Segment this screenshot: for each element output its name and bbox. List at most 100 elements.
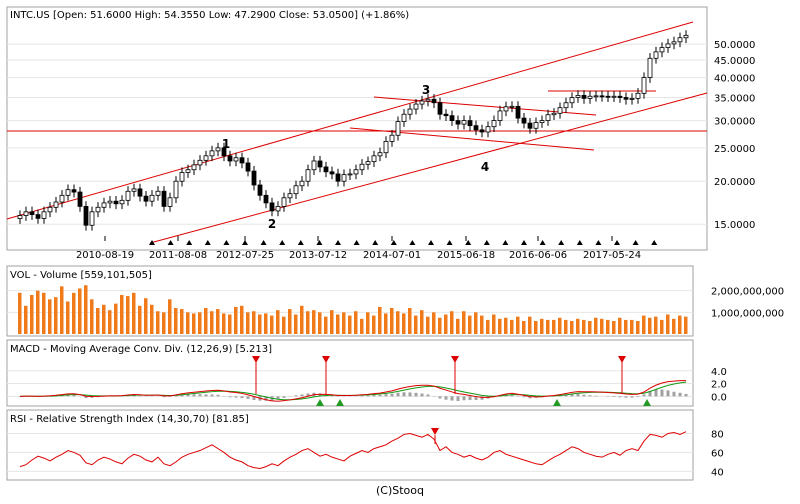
volume-bar <box>336 315 340 335</box>
candle-body <box>300 181 304 186</box>
candle-body <box>144 196 148 201</box>
annotation-label: 1 <box>222 137 230 151</box>
volume-bar <box>294 315 298 335</box>
volume-bar <box>342 312 346 334</box>
macd-histogram-bar <box>205 394 208 396</box>
macd-histogram-bar <box>589 395 592 396</box>
candle-body <box>210 151 214 156</box>
volume-bar <box>270 316 274 334</box>
volume-bar <box>390 308 394 334</box>
volume-bar <box>84 285 88 334</box>
volume-bar <box>300 306 304 334</box>
candle-body <box>426 99 430 101</box>
volume-bar <box>624 320 628 334</box>
candle-body <box>648 58 652 77</box>
candle-body <box>600 96 604 97</box>
candle-body <box>354 170 358 174</box>
volume-bar <box>360 319 364 334</box>
candle-body <box>120 200 124 203</box>
volume-bar <box>120 295 124 334</box>
macd-histogram-bar <box>445 396 448 399</box>
macd-histogram-bar <box>169 396 172 397</box>
candle-body <box>312 161 316 170</box>
macd-title: MACD - Moving Average Conv. Div. (12,26,… <box>10 344 272 355</box>
candle-body <box>276 206 280 210</box>
candle-body <box>234 158 238 161</box>
candle-body <box>54 202 58 207</box>
candle-body <box>360 164 364 169</box>
macd-histogram-bar <box>163 396 166 397</box>
price-tick-label: 45.0000 <box>714 56 755 67</box>
volume-bar <box>432 312 436 334</box>
volume-bar <box>132 293 136 334</box>
volume-bar <box>348 316 352 334</box>
volume-bar <box>192 313 196 334</box>
volume-bar <box>558 318 562 334</box>
macd-histogram-bar <box>631 396 634 397</box>
macd-histogram-bar <box>427 394 430 396</box>
candle-body <box>252 171 256 185</box>
candle-body <box>468 121 472 126</box>
candle-body <box>228 156 232 161</box>
candle-body <box>258 185 262 195</box>
candle-body <box>444 114 448 115</box>
candle-body <box>402 114 406 121</box>
volume-bar <box>444 315 448 335</box>
candle-body <box>30 212 34 215</box>
volume-bar <box>318 312 322 334</box>
macd-histogram-bar <box>469 396 472 400</box>
candle-body <box>522 118 526 123</box>
x-tick-label: 2016-06-06 <box>509 250 567 261</box>
volume-bar <box>90 299 94 334</box>
candle-body <box>672 42 676 44</box>
macd-histogram-bar <box>655 390 658 397</box>
macd-histogram-bar <box>583 395 586 397</box>
macd-histogram-bar <box>679 393 682 397</box>
candle-body <box>240 158 244 163</box>
volume-bar <box>510 320 514 334</box>
macd-histogram-bar <box>385 394 388 396</box>
candle-body <box>420 101 424 104</box>
macd-histogram-bar <box>217 395 220 397</box>
rsi-tick-label: 60 <box>711 448 724 459</box>
candle-body <box>612 96 616 97</box>
volume-bar <box>228 315 232 335</box>
volume-bar <box>384 313 388 334</box>
candle-body <box>270 203 274 211</box>
macd-histogram-bar <box>613 396 616 397</box>
candle-body <box>204 156 208 160</box>
macd-histogram-bar <box>595 396 598 397</box>
volume-bar <box>684 317 688 334</box>
volume-bar <box>486 320 490 334</box>
macd-histogram-bar <box>457 396 460 401</box>
candle-body <box>624 98 628 100</box>
candle-body <box>372 156 376 162</box>
volume-bar <box>480 316 484 334</box>
candle-body <box>594 96 598 97</box>
volume-bar <box>246 312 250 334</box>
candle-body <box>306 170 310 182</box>
candle-body <box>78 192 82 206</box>
volume-bar <box>108 310 112 334</box>
candle-body <box>546 115 550 121</box>
candle-body <box>168 198 172 207</box>
volume-bar <box>264 313 268 334</box>
price-y-axis: 15.000020.000025.000030.000035.000040.00… <box>714 40 755 231</box>
candle-body <box>534 123 538 129</box>
candle-body <box>432 99 436 102</box>
candle-body <box>450 116 454 121</box>
volume-bar <box>252 311 256 334</box>
candle-body <box>162 191 166 206</box>
volume-bar <box>162 312 166 334</box>
volume-bar <box>414 316 418 334</box>
candle-body <box>498 111 502 121</box>
candle-body <box>18 216 22 219</box>
volume-bar <box>552 320 556 334</box>
price-tick-label: 30.0000 <box>714 117 755 128</box>
candle-body <box>504 107 508 111</box>
volume-bar <box>150 305 154 334</box>
candle-body <box>330 172 334 174</box>
price-tick-label: 35.0000 <box>714 94 755 105</box>
candle-body <box>108 201 112 203</box>
